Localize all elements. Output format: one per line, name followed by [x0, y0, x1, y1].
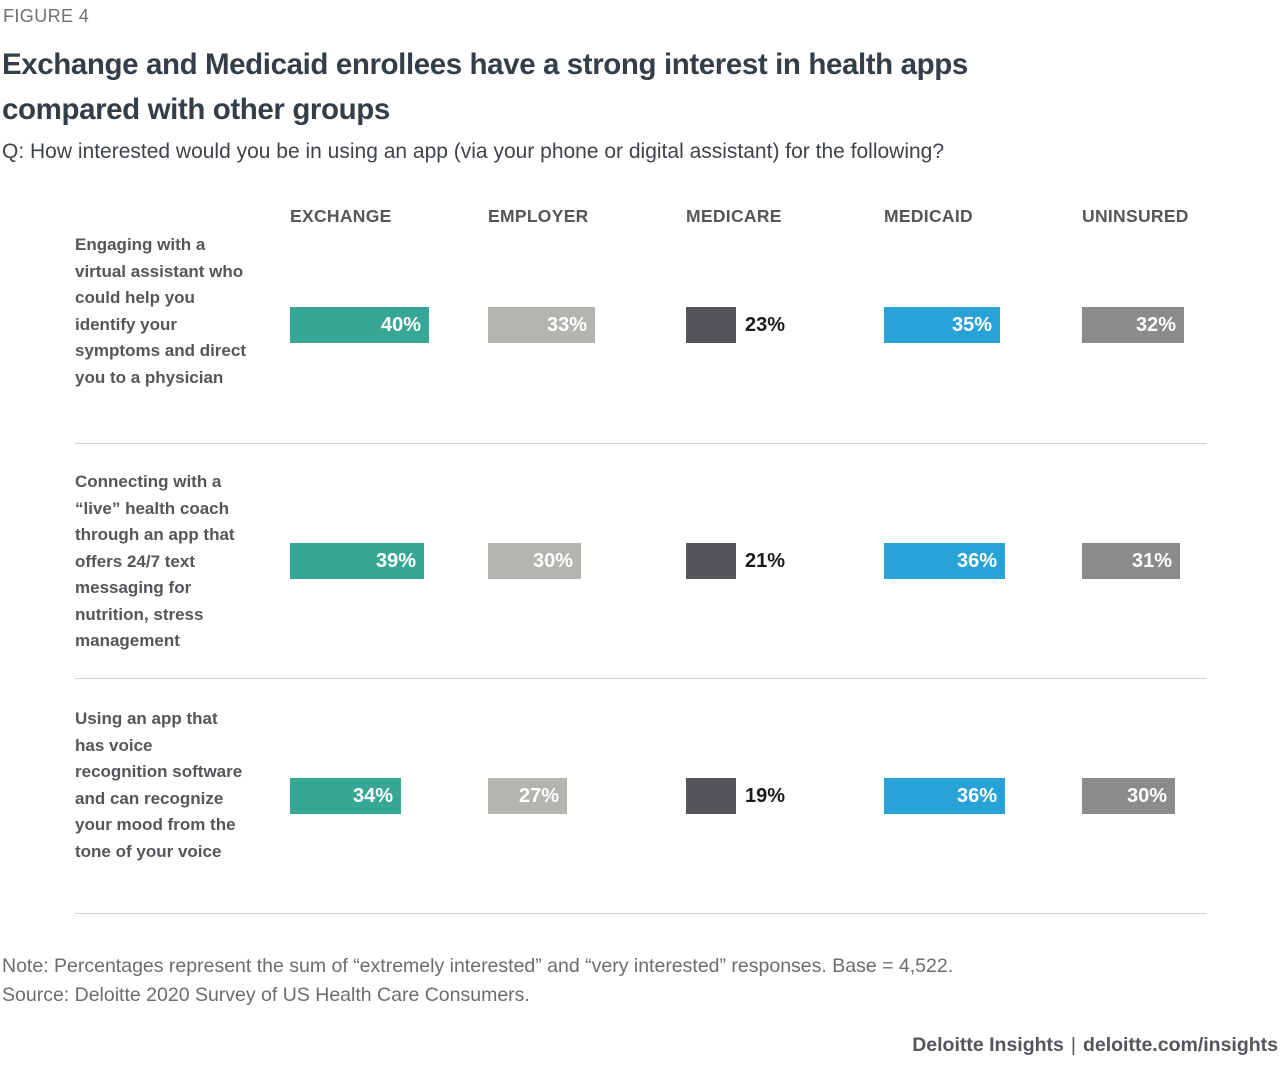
bar-employer-row1: 33% — [488, 307, 595, 343]
footer-brand: Deloitte Insights — [912, 1034, 1064, 1056]
column-header-employer: EMPLOYER — [488, 206, 589, 226]
bar-medicaid-row2: 36% — [884, 543, 1005, 579]
bar-value-medicare-row3: 19% — [745, 784, 786, 807]
bar-value-medicare-row1: 23% — [745, 313, 786, 336]
bar-medicare-row1 — [686, 307, 736, 343]
bar-medicaid-row1: 35% — [884, 307, 1000, 343]
bar-exchange-row3: 34% — [290, 778, 401, 814]
figure-label: FIGURE 4 — [3, 6, 90, 26]
bar-value-medicare-row2: 21% — [745, 549, 786, 572]
row-divider-2 — [75, 678, 1207, 679]
row-divider-1 — [75, 443, 1207, 444]
row-label-2: Connecting with a “live” health coach th… — [75, 472, 235, 650]
bar-medicare-row3 — [686, 778, 736, 814]
bar-uninsured-row1: 32% — [1082, 307, 1184, 343]
bar-employer-row2: 30% — [488, 543, 581, 579]
column-header-exchange: EXCHANGE — [290, 206, 392, 226]
footer-separator: | — [1070, 1034, 1076, 1056]
bar-uninsured-row2: 31% — [1082, 543, 1180, 579]
bar-employer-row3: 27% — [488, 778, 567, 814]
bar-uninsured-row3: 30% — [1082, 778, 1175, 814]
bar-medicaid-row3: 36% — [884, 778, 1005, 814]
row-divider-3 — [75, 913, 1207, 914]
row-label-3: Using an app that has voice recognition … — [75, 709, 243, 861]
chart-source: Source: Deloitte 2020 Survey of US Healt… — [2, 984, 530, 1006]
bar-exchange-row2: 39% — [290, 543, 424, 579]
chart-note: Note: Percentages represent the sum of “… — [2, 955, 954, 977]
footer: Deloitte Insights | deloitte.com/insights — [912, 1034, 1278, 1057]
footer-url: deloitte.com/insights — [1082, 1034, 1278, 1056]
figure-question: Q: How interested would you be in using … — [2, 140, 945, 163]
row-label-1: Engaging with a virtual assistant who co… — [75, 235, 246, 387]
column-header-medicaid: MEDICAID — [884, 206, 973, 226]
figure-title: Exchange and Medicaid enrollees have a s… — [2, 48, 968, 126]
column-header-uninsured: UNINSURED — [1082, 206, 1189, 226]
column-header-medicare: MEDICARE — [686, 206, 782, 226]
bar-medicare-row2 — [686, 543, 736, 579]
bar-exchange-row1: 40% — [290, 307, 429, 343]
